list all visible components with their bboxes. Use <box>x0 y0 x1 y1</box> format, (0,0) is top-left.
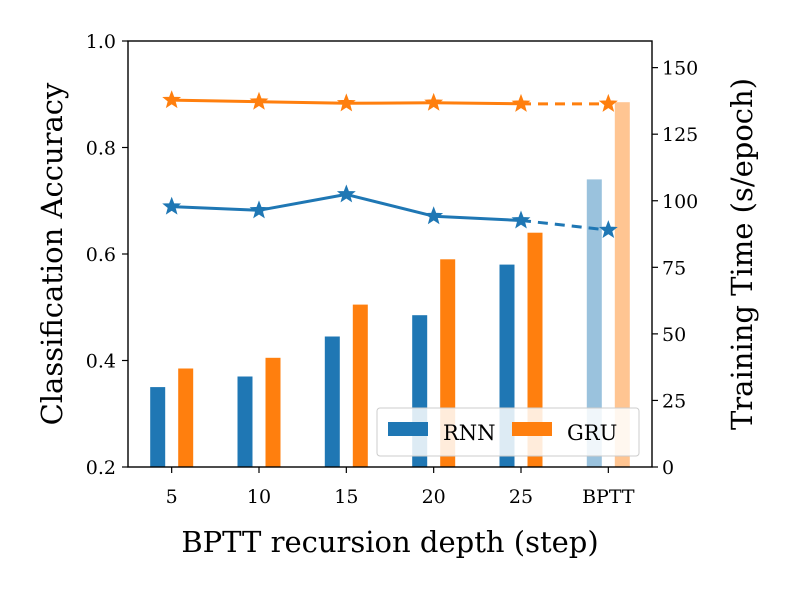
x-axis-title: BPTT recursion depth (step) <box>181 525 598 559</box>
point-rnn-bptt <box>598 220 618 239</box>
point-rnn-5 <box>162 196 182 215</box>
point-gru-15 <box>336 93 356 112</box>
y-axis-right-title: Training Time (s/epoch) <box>725 78 759 430</box>
point-gru-10 <box>249 91 269 110</box>
y-right-tick-label: 50 <box>662 324 686 346</box>
y-right-tick-label: 75 <box>662 257 686 279</box>
point-rnn-25 <box>511 210 531 229</box>
y-right-tick-label: 25 <box>662 390 686 412</box>
bar-rnn-bptt <box>586 179 602 467</box>
y-right-tick-label: 150 <box>662 58 698 80</box>
y-left-tick-label: 0.8 <box>86 138 116 160</box>
legend-label-rnn: RNN <box>443 421 496 445</box>
y-left-tick-label: 0.4 <box>86 351 116 373</box>
x-tick-label: BPTT <box>582 486 635 508</box>
y-left-tick-label: 0.6 <box>86 244 116 266</box>
point-rnn-10 <box>249 200 269 219</box>
lines-layer <box>162 90 618 239</box>
x-tick-label: 15 <box>334 486 358 508</box>
y-left-tick-label: 1.0 <box>86 31 116 53</box>
y-right-tick-label: 0 <box>662 457 674 479</box>
bar-rnn-10 <box>237 376 253 467</box>
legend: RNN GRU <box>376 407 640 457</box>
y-left-tick-label: 0.2 <box>86 457 116 479</box>
bar-gru-15 <box>352 304 368 467</box>
point-gru-bptt <box>598 93 618 112</box>
point-gru-20 <box>424 92 444 111</box>
bar-gru-10 <box>265 357 281 467</box>
point-gru-5 <box>162 90 182 109</box>
legend-swatch-rnn <box>388 422 428 436</box>
point-rnn-15 <box>336 184 356 203</box>
point-gru-25 <box>511 93 531 112</box>
legend-label-gru: GRU <box>567 421 617 445</box>
bar-gru-5 <box>178 368 194 467</box>
legend-swatch-gru <box>512 422 552 436</box>
legend-box <box>376 407 640 457</box>
point-rnn-20 <box>424 206 444 225</box>
y-right-tick-label: 125 <box>662 124 698 146</box>
bar-gru-bptt <box>614 102 630 467</box>
x-tick-label: 5 <box>166 486 178 508</box>
y-axis-left-title: Classification Accuracy <box>35 82 69 425</box>
line-rnn-dashed <box>520 218 609 232</box>
x-tick-label: 10 <box>247 486 271 508</box>
ticks-layer: 5 10 15 20 25 BPTT 0.2 0.4 0.6 0.8 1.0 0 25 50 75 100 12… <box>86 31 698 508</box>
x-tick-label: 20 <box>422 486 446 508</box>
x-tick-label: 25 <box>509 486 533 508</box>
bar-rnn-5 <box>150 387 166 467</box>
y-right-tick-label: 100 <box>662 191 698 213</box>
bar-rnn-15 <box>324 336 340 467</box>
